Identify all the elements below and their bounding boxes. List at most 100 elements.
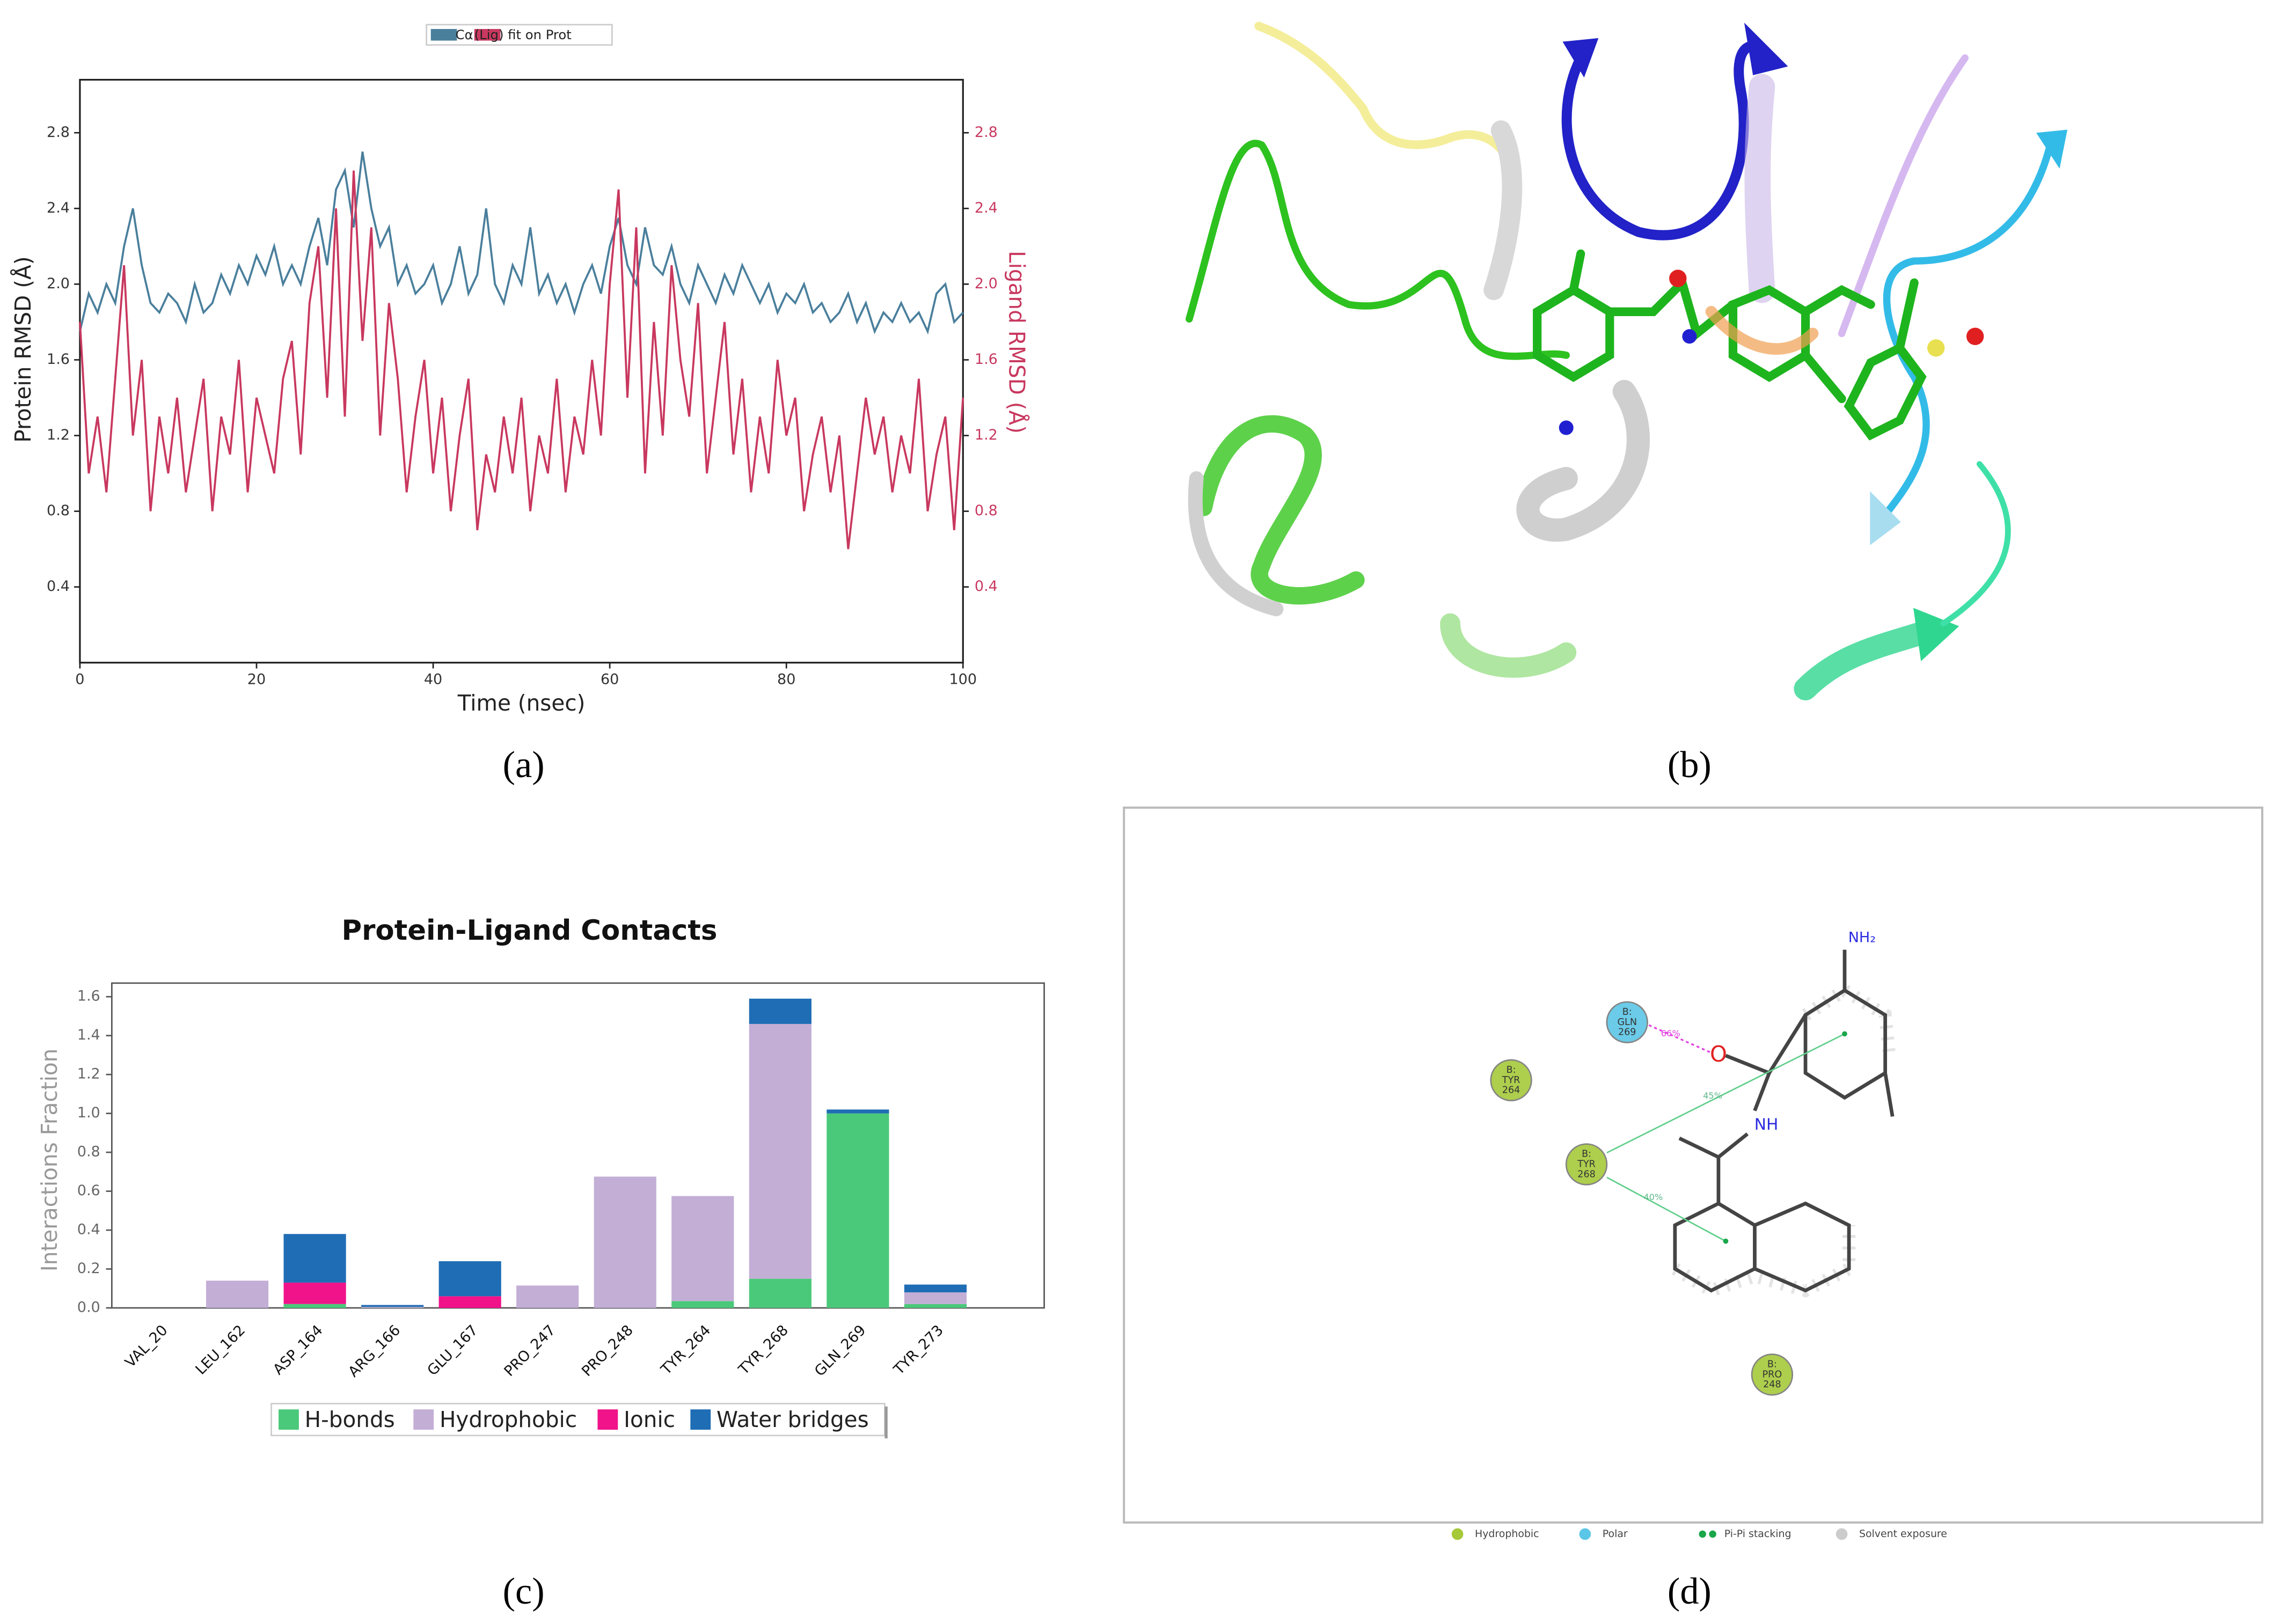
x-tick-label: 40 — [424, 671, 442, 688]
ligand-ghost — [1705, 306, 1819, 355]
residue-label: 264 — [1502, 1085, 1520, 1096]
panel-label: (d) — [1668, 1570, 1712, 1612]
atom — [1927, 339, 1945, 357]
ligand-structure — [1671, 949, 1896, 1298]
x-tick-label: 0 — [75, 671, 84, 688]
legend-label: Hydrophobic — [1475, 1528, 1539, 1540]
x-tick-label: 60 — [601, 671, 619, 688]
residue-label: 269 — [1618, 1027, 1636, 1038]
y-tick-label: 0.4 — [975, 578, 998, 595]
y-tick-label: 0.2 — [77, 1260, 100, 1277]
x-tick-label: 20 — [247, 671, 266, 688]
bar-segment — [283, 1282, 346, 1304]
arrow — [2036, 129, 2068, 169]
bar-segment — [283, 1234, 346, 1283]
bar-segment — [749, 1023, 811, 1279]
legend-dot — [1836, 1528, 1848, 1540]
protein-render — [1186, 21, 2068, 700]
y2-axis-label: Ligand RMSD (Å) — [1004, 251, 1030, 434]
ribbon — [1254, 21, 1521, 222]
legend-label: Pi-Pi stacking — [1724, 1528, 1792, 1540]
residue-label: TYR — [1502, 1075, 1520, 1086]
legend-swatch — [413, 1409, 434, 1430]
residue-label: B: — [1767, 1359, 1777, 1370]
y-tick-label: 2.8 — [47, 124, 70, 141]
bar-segment — [749, 998, 811, 1024]
y-tick-label: 0.4 — [47, 578, 70, 595]
panel-label: (a) — [503, 744, 545, 786]
y-tick-label: 0.8 — [47, 502, 70, 519]
legend-swatch — [279, 1409, 299, 1430]
ribbon — [1561, 41, 1774, 240]
ribbon — [1186, 140, 1570, 360]
y-tick-label: 2.8 — [975, 124, 998, 141]
ring-centroid — [1842, 1031, 1847, 1037]
residue — [1751, 1354, 1794, 1396]
legend-swatch — [597, 1409, 618, 1430]
y-tick-label: 2.4 — [47, 200, 70, 216]
x-tick-label: 100 — [949, 671, 977, 688]
pi-stacking — [1606, 1176, 1727, 1242]
legend-label: Hydrophobic — [440, 1407, 577, 1432]
y-tick-label: 1.2 — [975, 427, 998, 443]
residue-label: B: — [1507, 1065, 1516, 1076]
y-tick-label: 0.8 — [77, 1144, 100, 1160]
legend-label: Water bridges — [716, 1407, 869, 1432]
bar-segment — [827, 1109, 889, 1114]
ligand-sticks — [1533, 249, 1927, 441]
x-tick-label: GLU_167 — [424, 1322, 481, 1379]
data-line — [79, 170, 964, 550]
bar-segment — [904, 1304, 967, 1308]
x-tick-label: PRO_247 — [501, 1322, 559, 1380]
y-tick-label: 0.4 — [77, 1221, 100, 1238]
x-tick-label: GLN_269 — [811, 1322, 869, 1380]
y-tick-label: 1.4 — [77, 1027, 100, 1043]
residue-label: GLN — [1617, 1017, 1637, 1028]
bar-segment — [671, 1196, 734, 1301]
residue-label: 248 — [1763, 1379, 1781, 1390]
plot-frame — [79, 78, 964, 664]
bar-segment — [438, 1296, 501, 1308]
ring-centroid — [1723, 1238, 1729, 1244]
data-line — [79, 151, 964, 335]
y-tick-label: 1.0 — [77, 1104, 100, 1121]
residue-label: 268 — [1577, 1169, 1595, 1180]
legend-label: Ionic — [624, 1407, 675, 1432]
arrow — [1913, 608, 1959, 662]
y-axis-label: Protein RMSD (Å) — [10, 257, 36, 443]
residue-label: B: — [1622, 1007, 1632, 1018]
x-tick-label: VAL_20 — [122, 1322, 171, 1371]
residue — [1565, 1143, 1608, 1186]
legend-swatch — [430, 29, 457, 41]
bar-segment — [361, 1305, 424, 1307]
x-tick-label: ASP_164 — [270, 1322, 326, 1378]
x-tick-label: ARG_166 — [345, 1322, 404, 1380]
legend-label: (Lig) fit on Prot — [474, 27, 572, 42]
arrow — [1562, 38, 1599, 78]
y-tick-label: 2.4 — [975, 200, 998, 216]
legend-dot — [1579, 1528, 1591, 1540]
y-tick-label: 1.6 — [975, 351, 998, 368]
pi-stacking — [1606, 1033, 1845, 1154]
y-tick-label: 0.8 — [975, 502, 998, 519]
bar-segment — [438, 1261, 501, 1297]
ribbon — [1940, 461, 2011, 627]
legend-dot — [1709, 1530, 1716, 1538]
ribbon — [1483, 120, 1523, 301]
bar-segment — [671, 1301, 734, 1308]
atom — [1966, 327, 1984, 346]
interaction-percent: 45% — [1703, 1091, 1722, 1101]
atom-label: NH — [1754, 1115, 1779, 1134]
x-tick-label: TYR_268 — [735, 1322, 792, 1378]
bar-segment — [594, 1176, 656, 1308]
x-tick-label: TYR_273 — [890, 1322, 947, 1378]
residue — [1606, 1001, 1648, 1043]
ribbon — [1744, 74, 1775, 303]
atom — [1669, 269, 1687, 287]
ribbon — [1188, 471, 1284, 617]
legend-swatch — [474, 29, 501, 41]
interaction-percent: 66% — [1661, 1028, 1680, 1038]
panel-label: (c) — [503, 1570, 545, 1612]
